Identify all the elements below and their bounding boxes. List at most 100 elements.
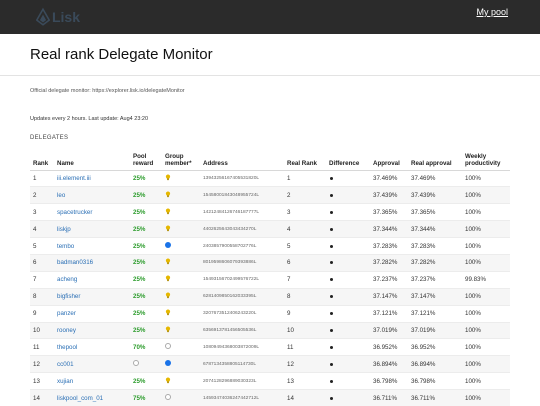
table-row: 10 rooney 25% 6356913781456505536L 10 37.019%… bbox=[30, 321, 510, 339]
non-member-circle-icon bbox=[165, 394, 171, 401]
real-approval-cell: 36.798% bbox=[408, 372, 462, 390]
address-cell: 14593474036247442712L bbox=[200, 389, 284, 406]
difference-cell bbox=[326, 169, 370, 187]
group-member-cell bbox=[162, 186, 200, 204]
page-title: Real rank Delegate Monitor bbox=[30, 46, 213, 63]
official-monitor-text: Official delegate monitor: https://explo… bbox=[30, 88, 185, 94]
address-cell: 6787134358805114730L bbox=[200, 355, 284, 373]
delegates-table: Rank Name Pool reward Group member* Addr… bbox=[30, 148, 510, 406]
no-change-dot-icon bbox=[330, 210, 333, 214]
real-rank-cell: 4 bbox=[284, 220, 326, 238]
header-real-approval[interactable]: Real approval bbox=[408, 148, 462, 171]
approval-cell: 37.237% bbox=[370, 270, 408, 289]
group-member-cell bbox=[162, 372, 200, 390]
no-change-dot-icon bbox=[330, 244, 333, 248]
real-rank-cell: 1 bbox=[284, 169, 326, 187]
no-change-dot-icon bbox=[330, 328, 333, 332]
no-change-dot-icon bbox=[330, 278, 333, 282]
real-approval-cell: 37.019% bbox=[408, 321, 462, 339]
rank-cell: 5 bbox=[30, 237, 54, 255]
table-row: 14 liskpool_com_01 75% 14593474036247442712… bbox=[30, 389, 510, 406]
real-rank-cell: 10 bbox=[284, 321, 326, 339]
approval-cell: 37.147% bbox=[370, 287, 408, 306]
header-pool-reward[interactable]: Pool reward bbox=[130, 148, 162, 171]
lisk-logo[interactable]: Lisk bbox=[36, 5, 80, 29]
delegate-name-link[interactable]: spacetrucker bbox=[54, 203, 130, 221]
approval-cell: 37.019% bbox=[370, 321, 408, 339]
delegate-name-link[interactable]: acheng bbox=[54, 270, 130, 289]
header-rank[interactable]: Rank bbox=[30, 148, 54, 171]
difference-cell bbox=[326, 355, 370, 373]
lisk-logo-icon bbox=[36, 7, 50, 26]
real-approval-cell: 37.282% bbox=[408, 253, 462, 272]
difference-cell bbox=[326, 203, 370, 221]
delegate-name-link[interactable]: panzer bbox=[54, 304, 130, 323]
logo-text: Lisk bbox=[51, 9, 80, 25]
difference-cell bbox=[326, 186, 370, 204]
pool-reward-cell: 25% bbox=[130, 270, 162, 289]
delegate-name-link[interactable]: iii.element.iii bbox=[54, 169, 130, 187]
difference-cell bbox=[326, 287, 370, 306]
lightbulb-icon bbox=[165, 225, 171, 231]
lightbulb-icon bbox=[165, 292, 171, 299]
productivity-cell: 100% bbox=[462, 203, 510, 221]
header-approval[interactable]: Approval bbox=[370, 148, 408, 171]
delegate-name-link[interactable]: badman0316 bbox=[54, 253, 130, 272]
header-weekly-productivity[interactable]: Weekly productivity bbox=[462, 148, 510, 171]
difference-cell bbox=[326, 237, 370, 255]
my-pool-link[interactable]: My pool bbox=[476, 7, 508, 17]
header-difference[interactable]: Difference bbox=[326, 148, 370, 171]
productivity-cell: 100% bbox=[462, 220, 510, 238]
no-reward-circle-icon bbox=[133, 360, 139, 367]
approval-cell: 37.439% bbox=[370, 186, 408, 204]
delegate-name-link[interactable]: xujian bbox=[54, 372, 130, 390]
group-member-cell bbox=[162, 287, 200, 306]
delegate-name-link[interactable]: leo bbox=[54, 186, 130, 204]
approval-cell: 37.283% bbox=[370, 237, 408, 255]
header-real-rank[interactable]: Real Rank bbox=[284, 148, 326, 171]
group-member-cell bbox=[162, 220, 200, 238]
delegate-name-link[interactable]: rooney bbox=[54, 321, 130, 339]
address-cell: 13943256167405531820L bbox=[200, 169, 284, 187]
difference-cell bbox=[326, 372, 370, 390]
table-header-row: Rank Name Pool reward Group member* Addr… bbox=[30, 148, 510, 171]
group-member-cell bbox=[162, 253, 200, 272]
delegate-name-link[interactable]: liskjp bbox=[54, 220, 130, 238]
delegate-name-link[interactable]: bigfisher bbox=[54, 287, 130, 306]
header-group-member[interactable]: Group member* bbox=[162, 148, 200, 171]
address-cell: 15493156702499576722L bbox=[200, 270, 284, 289]
real-rank-cell: 9 bbox=[284, 304, 326, 323]
productivity-cell: 100% bbox=[462, 355, 510, 373]
member-dot-icon bbox=[165, 360, 171, 367]
difference-cell bbox=[326, 253, 370, 272]
pool-reward-cell: 25% bbox=[130, 304, 162, 323]
address-cell: 2074128296889030323L bbox=[200, 372, 284, 390]
no-change-dot-icon bbox=[330, 312, 333, 316]
rank-cell: 6 bbox=[30, 253, 54, 272]
rank-cell: 14 bbox=[30, 389, 54, 406]
rank-cell: 2 bbox=[30, 186, 54, 204]
difference-cell bbox=[326, 338, 370, 356]
no-change-dot-icon bbox=[330, 176, 333, 180]
delegate-name-link[interactable]: cc001 bbox=[54, 355, 130, 373]
delegate-name-link[interactable]: liskpool_com_01 bbox=[54, 389, 130, 406]
no-change-dot-icon bbox=[330, 362, 333, 366]
real-rank-cell: 2 bbox=[284, 186, 326, 204]
no-change-dot-icon bbox=[330, 227, 333, 231]
delegate-name-link[interactable]: thepool bbox=[54, 338, 130, 356]
address-cell: 10809494368003872009L bbox=[200, 338, 284, 356]
table-row: 8 bigfisher 25% 6281409850162033395L 8 37.147… bbox=[30, 287, 510, 306]
real-rank-cell: 12 bbox=[284, 355, 326, 373]
header-address[interactable]: Address bbox=[200, 148, 284, 171]
delegate-name-link[interactable]: tembo bbox=[54, 237, 130, 255]
table-row: 1 iii.element.iii 25% 13943256167405531820L… bbox=[30, 169, 510, 187]
update-info-text: Updates every 2 hours. Last update: Aug4… bbox=[30, 116, 149, 122]
rank-cell: 8 bbox=[30, 287, 54, 306]
approval-cell: 36.798% bbox=[370, 372, 408, 390]
address-cell: 14212484126746187777L bbox=[200, 203, 284, 221]
real-approval-cell: 36.952% bbox=[408, 338, 462, 356]
rank-cell: 13 bbox=[30, 372, 54, 390]
table-row: 3 spacetrucker 25% 14212484126746187777L 3 37… bbox=[30, 203, 510, 221]
productivity-cell: 100% bbox=[462, 372, 510, 390]
header-name[interactable]: Name bbox=[54, 148, 130, 171]
